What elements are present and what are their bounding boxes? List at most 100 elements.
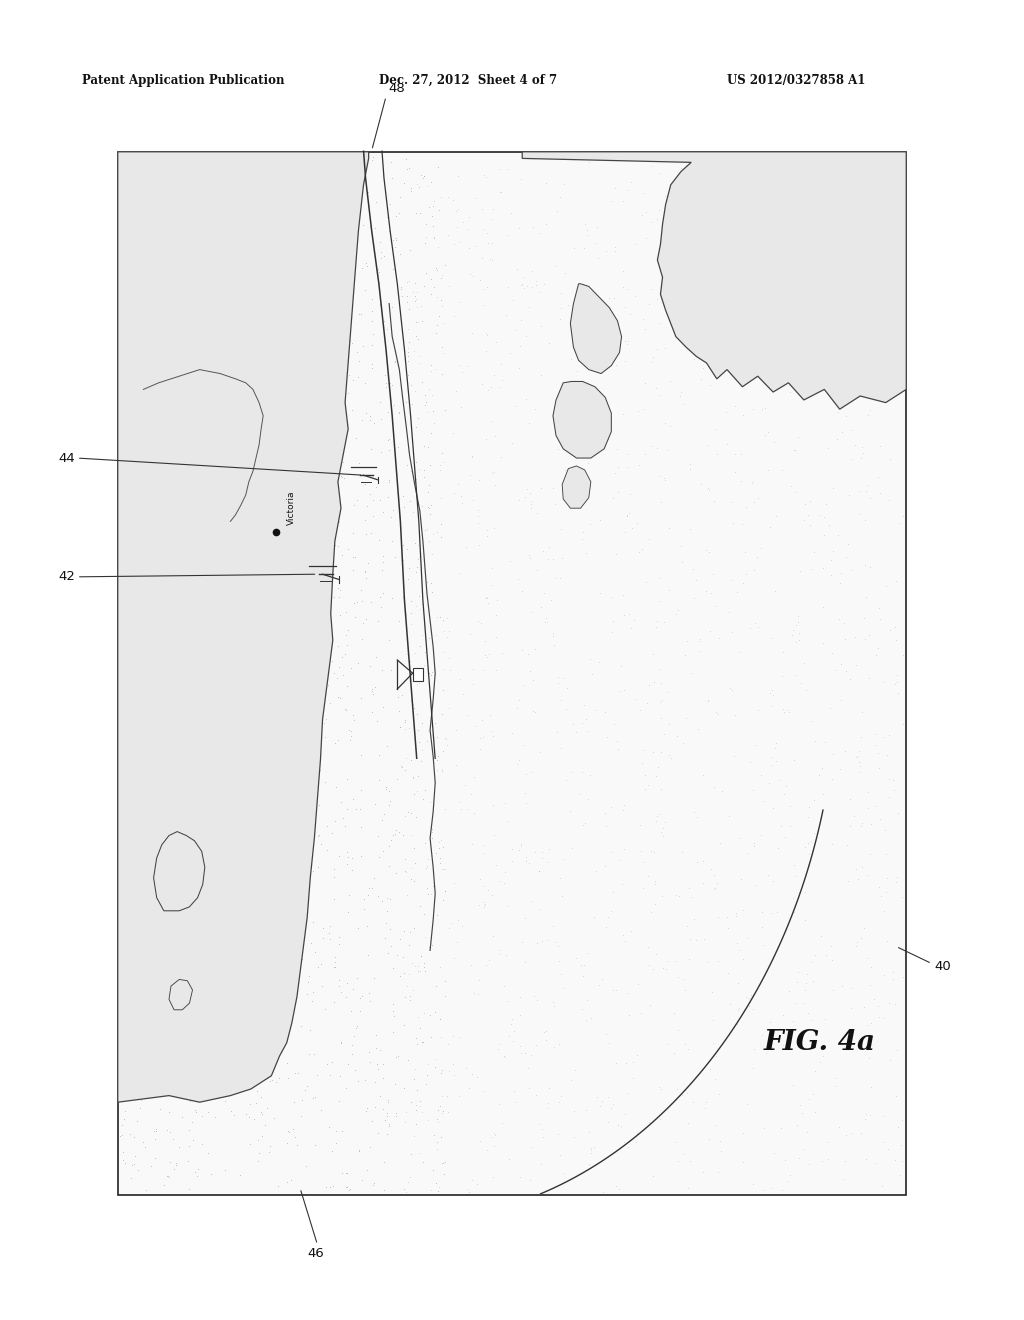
Point — [197, 554, 213, 576]
Point — [360, 944, 377, 965]
Point — [256, 1114, 272, 1135]
Point — [332, 388, 348, 409]
Point — [165, 729, 181, 750]
Point — [159, 561, 175, 582]
Point — [887, 1150, 903, 1171]
Point — [422, 792, 438, 813]
Point — [819, 1148, 836, 1170]
Point — [877, 300, 893, 321]
Point — [280, 195, 296, 216]
Point — [392, 244, 409, 265]
Point — [133, 333, 150, 354]
Point — [416, 653, 432, 675]
Point — [757, 425, 773, 446]
Point — [429, 259, 445, 280]
Point — [671, 886, 687, 907]
Point — [490, 1034, 507, 1055]
Point — [439, 186, 456, 207]
Point — [647, 766, 664, 787]
Point — [433, 527, 450, 548]
Point — [395, 1014, 412, 1035]
Point — [372, 231, 388, 252]
Point — [187, 764, 204, 785]
Point — [863, 1012, 880, 1034]
Point — [299, 772, 315, 793]
Point — [858, 1104, 874, 1125]
Point — [709, 444, 725, 465]
Point — [573, 762, 590, 783]
Point — [181, 455, 198, 477]
Point — [656, 611, 673, 632]
Point — [267, 1072, 284, 1093]
Point — [823, 768, 840, 789]
Point — [311, 760, 328, 781]
Point — [247, 768, 263, 789]
Point — [315, 174, 332, 195]
Point — [243, 783, 259, 804]
Point — [232, 940, 249, 961]
Point — [162, 197, 178, 218]
Point — [753, 537, 769, 558]
Point — [208, 758, 224, 779]
Point — [297, 572, 313, 593]
Point — [420, 1053, 436, 1074]
Point — [212, 744, 228, 766]
Point — [302, 280, 318, 301]
Point — [335, 665, 351, 686]
Point — [548, 255, 564, 276]
Point — [327, 733, 343, 754]
Point — [392, 717, 409, 738]
Point — [154, 513, 170, 535]
Point — [153, 847, 169, 869]
Point — [766, 1143, 782, 1164]
Point — [166, 527, 182, 548]
Point — [283, 884, 299, 906]
Point — [193, 145, 209, 166]
Point — [231, 1164, 248, 1185]
Point — [328, 438, 344, 459]
Point — [408, 643, 424, 664]
Point — [881, 725, 897, 746]
Point — [396, 920, 413, 941]
Point — [679, 631, 695, 652]
Point — [155, 442, 171, 463]
Point — [663, 747, 679, 768]
Point — [200, 1101, 216, 1122]
Point — [161, 1101, 177, 1122]
Point — [312, 570, 329, 591]
Point — [436, 880, 453, 902]
Point — [411, 458, 427, 479]
Point — [466, 803, 482, 824]
Point — [701, 541, 718, 562]
Point — [719, 433, 735, 454]
Point — [882, 157, 898, 178]
Point — [398, 292, 415, 313]
Point — [463, 954, 479, 975]
Point — [225, 595, 242, 616]
Point — [862, 1077, 879, 1098]
Point — [643, 279, 659, 300]
Point — [895, 714, 911, 735]
Point — [366, 506, 382, 527]
Point — [191, 751, 208, 772]
Point — [678, 302, 694, 323]
Point — [158, 446, 174, 467]
Point — [148, 808, 165, 829]
Point — [758, 1043, 774, 1064]
Point — [356, 560, 373, 581]
Point — [473, 374, 489, 395]
Point — [713, 1140, 729, 1162]
Point — [660, 713, 677, 734]
Point — [465, 490, 481, 511]
Point — [131, 367, 147, 388]
Point — [846, 805, 862, 826]
Point — [306, 1086, 323, 1107]
Point — [371, 272, 387, 293]
Point — [486, 364, 503, 385]
Point — [788, 614, 805, 635]
Point — [621, 503, 637, 524]
Point — [217, 253, 233, 275]
Point — [755, 789, 771, 810]
Point — [746, 612, 763, 634]
Point — [718, 401, 734, 422]
